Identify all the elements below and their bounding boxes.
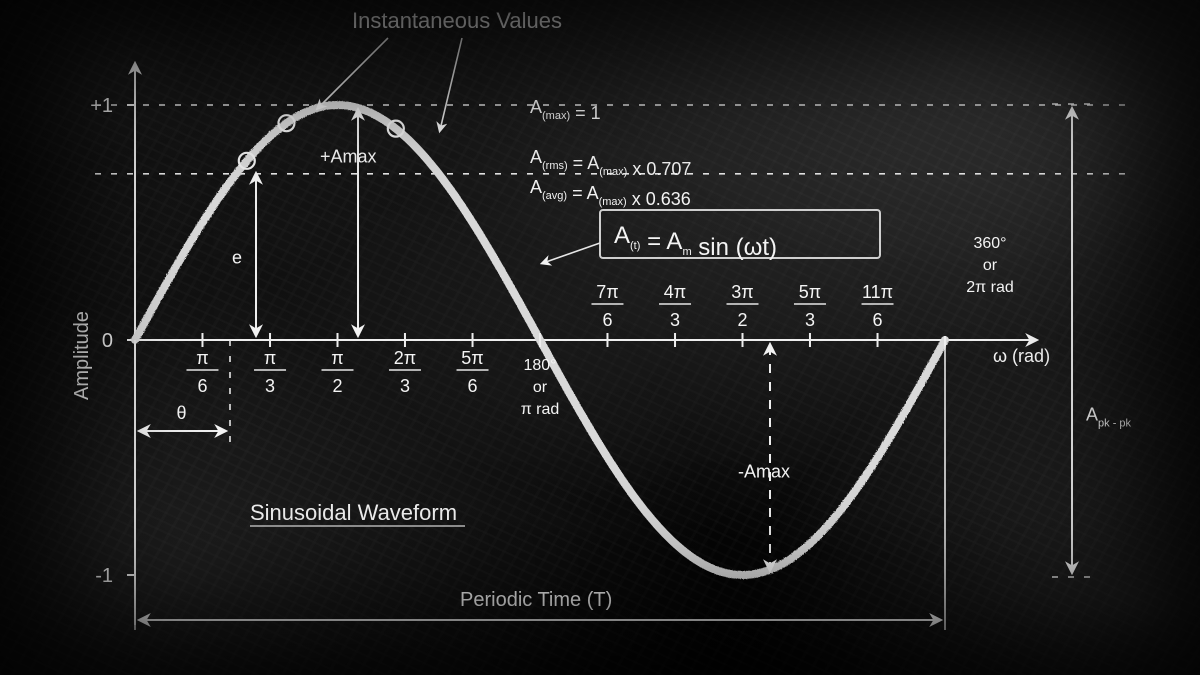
- title-instantaneous: Instantaneous Values: [352, 8, 562, 33]
- x-tick-den: 2: [332, 376, 342, 396]
- x-tick-den: 2: [737, 310, 747, 330]
- x-tick-num: 2π: [394, 348, 416, 368]
- x-axis-label: ω (rad): [993, 346, 1050, 366]
- plus-amax-label: +Amax: [320, 147, 377, 167]
- x-tick-den: 3: [670, 310, 680, 330]
- pi-180: 180°: [523, 357, 556, 374]
- twopi-360: 360°: [973, 235, 1006, 252]
- sine-diagram: +10-1Amplitudeπ6π3π22π35π67π64π33π25π311…: [0, 0, 1200, 675]
- pi-rad: π rad: [521, 401, 560, 418]
- pi-or: or: [533, 379, 548, 396]
- x-tick-den: 6: [602, 310, 612, 330]
- theta-label: θ: [177, 403, 187, 423]
- twopi-or: or: [983, 257, 998, 274]
- minus-amax-label: -Amax: [738, 462, 790, 482]
- y-axis-label: Amplitude: [71, 311, 93, 400]
- x-tick-den: 3: [400, 376, 410, 396]
- twopi-rad: 2π rad: [966, 279, 1014, 296]
- formula: A(t) = Am sin (ωt): [614, 222, 777, 261]
- eq-aavg: A(avg) = A(max) x 0.636: [530, 177, 691, 209]
- x-tick-den: 3: [265, 376, 275, 396]
- e-label: e: [232, 248, 242, 268]
- x-tick-num: 7π: [596, 282, 618, 302]
- eq-arms: A(rms) = A(max) x 0.707: [530, 147, 691, 179]
- x-tick-den: 6: [873, 310, 883, 330]
- x-tick-num: 4π: [664, 282, 686, 302]
- x-tick-den: 6: [468, 376, 478, 396]
- periodic-label: Periodic Time (T): [460, 589, 612, 611]
- subtitle: Sinusoidal Waveform: [250, 500, 457, 525]
- x-tick-num: 5π: [461, 348, 483, 368]
- formula-arrow: [543, 243, 600, 263]
- y-tick-label: 0: [102, 330, 113, 352]
- y-tick-label: -1: [95, 565, 113, 587]
- y-tick-label: +1: [90, 95, 113, 117]
- x-tick-num: π: [264, 348, 276, 368]
- x-tick-num: π: [196, 348, 208, 368]
- x-tick-den: 3: [805, 310, 815, 330]
- x-tick-num: 11π: [862, 282, 893, 302]
- eq-amax: A(max) = 1: [530, 97, 601, 123]
- callout-arrow: [318, 38, 388, 108]
- pk-pk-label: Apk - pk: [1086, 405, 1132, 430]
- x-tick-num: 5π: [799, 282, 821, 302]
- x-tick-num: π: [331, 348, 343, 368]
- x-tick-num: 3π: [731, 282, 753, 302]
- callout-arrow: [440, 38, 462, 130]
- x-tick-den: 6: [197, 376, 207, 396]
